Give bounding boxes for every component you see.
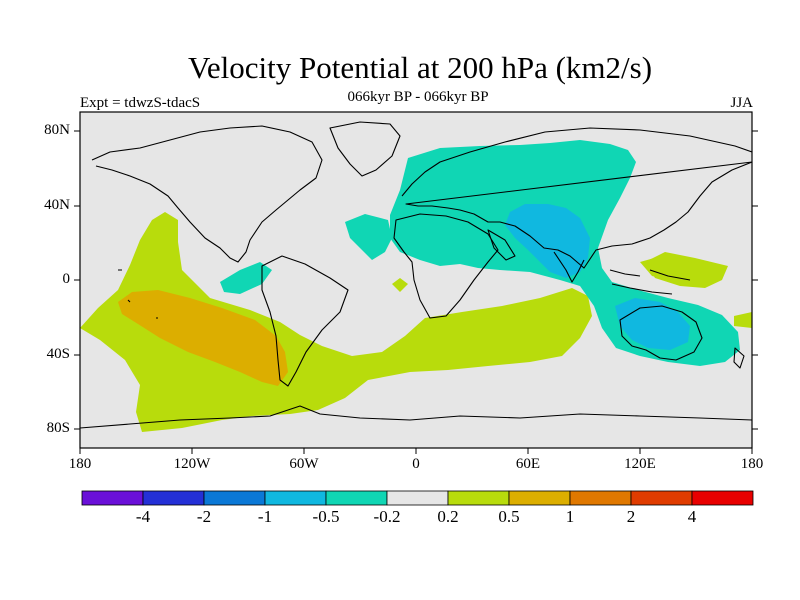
colorbar-label: -1 (257, 507, 273, 526)
colorbar-swatch (203, 490, 266, 506)
colorbar-swatch (691, 490, 754, 506)
colorbar-swatch (325, 490, 388, 506)
lat-label: 40S (46, 346, 70, 362)
lat-label: 80S (46, 420, 70, 436)
colorbar-label: 0.5 (498, 507, 520, 526)
chart-subtitle: 066kyr BP - 066kyr BP (347, 89, 489, 105)
coastlines (80, 121, 752, 429)
lon-label: 60W (289, 456, 319, 472)
colorbar-swatch (142, 490, 205, 506)
lon-label: 120E (624, 456, 656, 472)
colorbar-label: 2 (626, 507, 636, 526)
x-ticks (79, 448, 753, 454)
contour-positive-moderate (118, 290, 288, 386)
lon-label: 120W (173, 456, 211, 472)
chart-title: Velocity Potential at 200 hPa (km2/s) (187, 50, 653, 85)
lon-label: 0 (412, 456, 420, 472)
lon-label: 180 (68, 456, 92, 472)
lon-label: 60E (515, 456, 541, 472)
colorbar-label: 0.2 (437, 507, 459, 526)
experiment-label: Expt = tdwzS-tdacS (80, 95, 201, 111)
colorbar-swatch (264, 490, 327, 506)
colorbar-label: 4 (687, 507, 697, 526)
lat-label: 0 (62, 271, 71, 287)
colorbar-label: -4 (135, 507, 151, 526)
colorbar-label: -0.2 (373, 507, 401, 526)
season-label: JJA (730, 95, 753, 111)
y-ticks (74, 130, 758, 430)
lon-label: 180 (740, 456, 764, 472)
colorbar (81, 490, 754, 506)
contour-negative-moderate (505, 204, 690, 350)
colorbar-swatch (81, 490, 144, 506)
colorbar-swatch (508, 490, 571, 506)
colorbar-swatch (630, 490, 693, 506)
colorbar-label: 1 (565, 507, 575, 526)
colorbar-label: -2 (196, 507, 212, 526)
lat-label: 80N (44, 122, 70, 138)
colorbar-swatch (447, 490, 510, 506)
colorbar-label: -0.5 (312, 507, 340, 526)
lat-label: 40N (44, 197, 70, 213)
colorbar-swatch (386, 490, 449, 506)
colorbar-swatch (569, 490, 632, 506)
